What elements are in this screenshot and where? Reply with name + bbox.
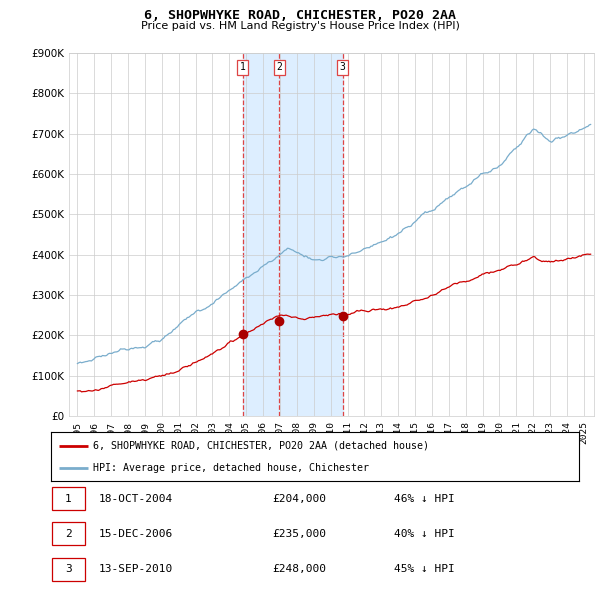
Text: 2: 2 (65, 529, 72, 539)
Text: HPI: Average price, detached house, Chichester: HPI: Average price, detached house, Chic… (93, 463, 369, 473)
Text: 3: 3 (65, 565, 72, 574)
Text: £248,000: £248,000 (273, 565, 327, 574)
Text: 3: 3 (340, 62, 346, 72)
Text: 13-SEP-2010: 13-SEP-2010 (98, 565, 173, 574)
Text: 1: 1 (240, 62, 245, 72)
Text: £204,000: £204,000 (273, 494, 327, 503)
Text: 6, SHOPWHYKE ROAD, CHICHESTER, PO20 2AA (detached house): 6, SHOPWHYKE ROAD, CHICHESTER, PO20 2AA … (93, 441, 429, 451)
Text: 2: 2 (277, 62, 282, 72)
FancyBboxPatch shape (52, 558, 85, 581)
Text: 1: 1 (65, 494, 72, 503)
Text: 40% ↓ HPI: 40% ↓ HPI (394, 529, 455, 539)
Text: 15-DEC-2006: 15-DEC-2006 (98, 529, 173, 539)
Text: 18-OCT-2004: 18-OCT-2004 (98, 494, 173, 503)
Text: 6, SHOPWHYKE ROAD, CHICHESTER, PO20 2AA: 6, SHOPWHYKE ROAD, CHICHESTER, PO20 2AA (144, 9, 456, 22)
FancyBboxPatch shape (52, 523, 85, 545)
Bar (243, 53, 343, 416)
Text: 45% ↓ HPI: 45% ↓ HPI (394, 565, 455, 574)
Text: Price paid vs. HM Land Registry's House Price Index (HPI): Price paid vs. HM Land Registry's House … (140, 21, 460, 31)
FancyBboxPatch shape (52, 487, 85, 510)
Text: 46% ↓ HPI: 46% ↓ HPI (394, 494, 455, 503)
Text: £235,000: £235,000 (273, 529, 327, 539)
